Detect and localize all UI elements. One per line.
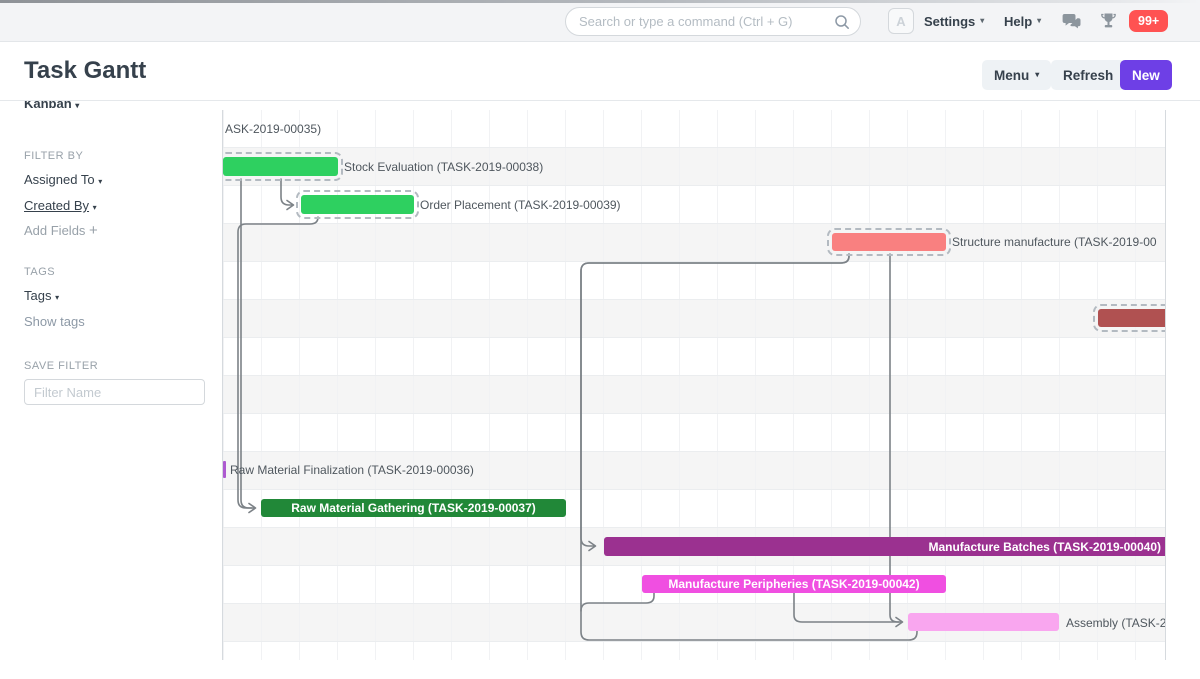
search-icon[interactable] <box>834 14 860 30</box>
task-bar-raw-material-gathering[interactable]: Raw Material Gathering (TASK-2019-00037) <box>261 499 566 517</box>
settings-menu[interactable]: Settings ▾ <box>924 0 984 42</box>
tags-dropdown-label: Tags <box>24 288 52 303</box>
notification-badge[interactable]: 99+ <box>1129 10 1169 32</box>
chevron-down-icon: ▾ <box>1037 16 1042 25</box>
filter-assigned-to[interactable]: Assigned To ▾ <box>24 172 102 187</box>
task-bar-manufacture-batches[interactable]: Manufacture Batches (TASK-2019-00040) <box>604 537 1165 556</box>
page-header: Task Gantt Menu ▾ Refresh New <box>0 42 1200 101</box>
view-switcher-label: Kanban <box>24 101 72 111</box>
task-label-order-placement: Order Placement (TASK-2019-00039) <box>420 198 621 212</box>
trophy-icon[interactable] <box>1100 0 1117 42</box>
task-bar-structure-manufacture[interactable] <box>827 228 951 256</box>
page-title: Task Gantt <box>24 57 147 84</box>
task-label-assembly: Assembly (TASK-2 <box>1066 616 1166 630</box>
show-tags-label: Show tags <box>24 314 85 329</box>
loading-progress-bar <box>0 0 1200 3</box>
assigned-to-label: Assigned To <box>24 172 95 187</box>
plus-icon: + <box>89 222 98 239</box>
task-label-structure-manufacture: Structure manufacture (TASK-2019-00 <box>952 235 1157 249</box>
task-label-partial: ASK-2019-00035) <box>225 122 322 136</box>
help-label: Help <box>1004 13 1033 29</box>
chevron-down-icon: ▾ <box>1035 70 1040 79</box>
notification-count: 99+ <box>1138 14 1160 28</box>
filter-by-section-label: FILTER BY <box>24 150 84 162</box>
task-bar-raw-material-finalization[interactable] <box>223 461 226 478</box>
task-bar-order-placement[interactable] <box>296 190 419 219</box>
show-tags-link[interactable]: Show tags <box>24 314 85 329</box>
task-bar-manufacture-peripheries[interactable]: Manufacture Peripheries (TASK-2019-00042… <box>642 575 946 593</box>
new-button-label: New <box>1132 67 1160 83</box>
save-filter-section-label: SAVE FILTER <box>24 360 99 372</box>
task-label-raw-material-finalization: Raw Material Finalization (TASK-2019-000… <box>230 463 474 477</box>
menu-button-label: Menu <box>994 67 1030 83</box>
add-fields-label: Add Fields <box>24 223 86 238</box>
task-bar-stock-evaluation[interactable] <box>223 152 343 181</box>
created-by-label: Created By <box>24 198 90 213</box>
avatar-letter: A <box>896 13 906 29</box>
search-input[interactable] <box>566 14 834 29</box>
task-label-stock-evaluation: Stock Evaluation (TASK-2019-00038) <box>344 160 544 174</box>
refresh-button-label: Refresh <box>1063 67 1114 83</box>
task-bar-assembly[interactable] <box>908 613 1059 631</box>
view-switcher-kanban[interactable]: Kanban ▾ <box>24 101 79 111</box>
refresh-button[interactable]: Refresh <box>1051 60 1126 90</box>
filter-created-by[interactable]: Created By ▾ <box>24 198 97 213</box>
chevron-down-icon: ▾ <box>92 203 97 212</box>
gantt-chart: ASK-2019-00035) Stock Evaluation (TASK-2… <box>222 110 1166 660</box>
new-button[interactable]: New <box>1120 60 1172 90</box>
tags-dropdown[interactable]: Tags ▾ <box>24 288 59 303</box>
chevron-down-icon: ▾ <box>98 177 103 186</box>
menu-button[interactable]: Menu ▾ <box>982 60 1052 90</box>
settings-label: Settings <box>924 13 976 29</box>
add-fields-link[interactable]: Add Fields + <box>24 222 98 239</box>
global-search[interactable] <box>565 7 861 36</box>
navbar: A Settings ▾ Help ▾ 99+ <box>0 0 1200 42</box>
help-menu[interactable]: Help ▾ <box>1004 0 1041 42</box>
filter-name-input[interactable] <box>24 379 205 405</box>
chevron-down-icon: ▾ <box>980 16 985 25</box>
chevron-down-icon: ▾ <box>55 293 60 302</box>
tags-section-label: TAGS <box>24 266 56 278</box>
task-bar-unlabeled[interactable] <box>1093 304 1165 332</box>
chat-icon[interactable] <box>1062 0 1081 42</box>
chevron-down-icon: ▾ <box>75 101 80 110</box>
sidebar: Kanban ▾ FILTER BY Assigned To ▾ Created… <box>0 101 210 679</box>
avatar[interactable]: A <box>888 8 914 34</box>
